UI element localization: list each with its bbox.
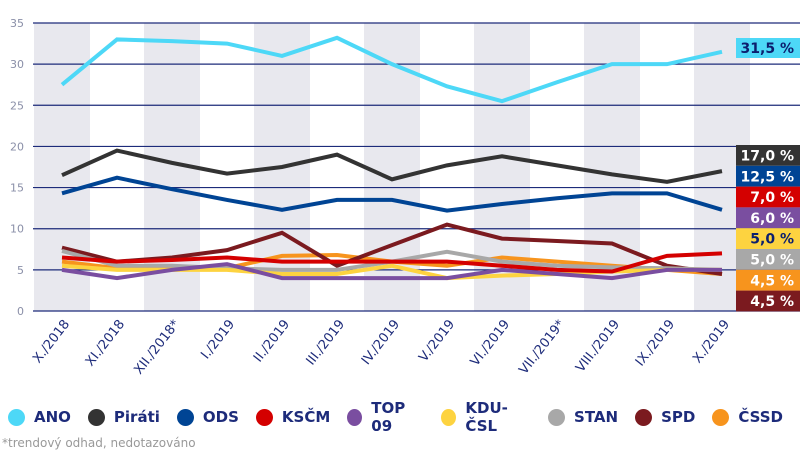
x-tick-label: VII./2019* xyxy=(517,317,569,378)
value-label-bg xyxy=(736,207,800,229)
legend-label: ODS xyxy=(202,408,239,426)
legend-item: KDU-ČSL xyxy=(441,399,531,435)
y-tick-label: 30 xyxy=(10,58,24,71)
y-tick-label: 10 xyxy=(10,223,24,236)
series-line-ano xyxy=(60,35,723,104)
value-label-kdu-sl: 5,0 % xyxy=(750,232,794,248)
legend-item: STAN xyxy=(548,408,618,426)
legend-label: Piráti xyxy=(113,408,160,426)
y-axis-ticks: 0 5 10 15 20 25 30 35 xyxy=(10,17,24,318)
x-tick-label: I./2019 xyxy=(198,317,238,362)
legend-label: ČSSD xyxy=(738,408,783,426)
series-line-spd xyxy=(61,222,723,276)
value-label-bg xyxy=(736,186,800,208)
value-label-bg xyxy=(736,38,800,58)
legend-dot-icon xyxy=(8,408,25,426)
x-tick-label: VIII./2019 xyxy=(573,317,623,375)
x-tick-label: IX./2019 xyxy=(633,317,678,369)
legend-label: KDU-ČSL xyxy=(465,399,508,435)
y-tick-label: 15 xyxy=(10,182,24,195)
legend-item: ČSSD xyxy=(712,408,783,426)
legend-dot-icon xyxy=(176,408,194,426)
legend-label: KSČM xyxy=(281,408,331,426)
value-label-bg xyxy=(736,165,800,187)
x-tick-label: XI./2018 xyxy=(83,317,128,369)
value-label-stan: 5,0 % xyxy=(750,253,794,269)
legend-label: STAN xyxy=(574,408,619,426)
series-line-ods xyxy=(61,175,723,213)
x-tick-label: V./2019 xyxy=(416,317,458,365)
series-line-top-09 xyxy=(61,262,722,281)
y-tick-label: 5 xyxy=(17,264,24,277)
value-label-ano: 31,5 % xyxy=(741,41,794,57)
x-tick-label: IV./2019 xyxy=(359,317,403,368)
y-tick-label: 0 xyxy=(17,305,24,318)
x-tick-label: VI./2019 xyxy=(468,317,513,369)
y-tick-label: 35 xyxy=(10,17,24,30)
x-tick-label: II./2019 xyxy=(251,317,293,365)
legend-dot-icon xyxy=(255,408,273,426)
y-tick-label: 20 xyxy=(10,140,24,153)
value-label-bg xyxy=(736,145,800,166)
series-line-ks-m xyxy=(61,251,723,274)
end-value-labels: 31,5 % 17,0 % 12,5 % 7,0 % 6,0 % 5,0 % 5,0 % 4,… xyxy=(736,38,800,312)
legend-item: ANO xyxy=(8,408,71,426)
x-tick-label: III./2019 xyxy=(304,317,349,368)
legend-label: TOP 09 xyxy=(371,399,406,435)
legend: ANO Piráti ODS KSČM TOP 09 KDU-ČSL STAN SPD ČSSD xyxy=(8,399,800,435)
legend-dot-icon xyxy=(87,408,105,426)
value-label-bg xyxy=(736,249,800,270)
legend-dot-icon xyxy=(635,408,653,426)
legend-item: Piráti xyxy=(87,408,160,426)
value-label-pir-ti: 17,0 % xyxy=(741,149,794,165)
series-line-pir-ti xyxy=(61,148,723,184)
value-label-bg xyxy=(736,269,800,291)
x-tick-label: X./2018 xyxy=(30,317,73,366)
x-axis-labels: X./2018 XI./2018 XII./2018* I./2019 II./2019… xyxy=(30,317,733,378)
series-lines xyxy=(60,35,723,281)
y-tick-label: 25 xyxy=(10,99,24,112)
legend-item: ODS xyxy=(176,408,239,426)
legend-label: ANO xyxy=(34,408,71,426)
legend-label: SPD xyxy=(661,408,696,426)
legend-item: KSČM xyxy=(255,408,331,426)
value-label-bg xyxy=(736,228,800,249)
value-label-ods: 12,5 % xyxy=(741,169,794,185)
x-tick-label: XII./2018* xyxy=(132,317,184,378)
legend-item: SPD xyxy=(635,408,695,426)
legend-dot-icon xyxy=(347,408,363,426)
value-label-ks-m: 7,0 % xyxy=(750,190,794,206)
value-label--ssd: 4,5 % xyxy=(750,273,794,289)
value-label-spd: 4,5 % xyxy=(750,294,794,310)
legend-dot-icon xyxy=(548,408,566,426)
line-chart: 0 5 10 15 20 25 30 35 X./2018 XI./2018 XII./2018*… xyxy=(10,17,800,378)
value-label-top-09: 6,0 % xyxy=(750,211,794,227)
value-label-bg xyxy=(736,290,800,312)
legend-dot-icon xyxy=(712,408,730,426)
footnote: *trendový odhad, nedotazováno xyxy=(2,436,196,450)
legend-item: TOP 09 xyxy=(347,399,424,435)
x-tick-label: X./2019 xyxy=(690,317,733,366)
legend-dot-icon xyxy=(441,408,457,426)
